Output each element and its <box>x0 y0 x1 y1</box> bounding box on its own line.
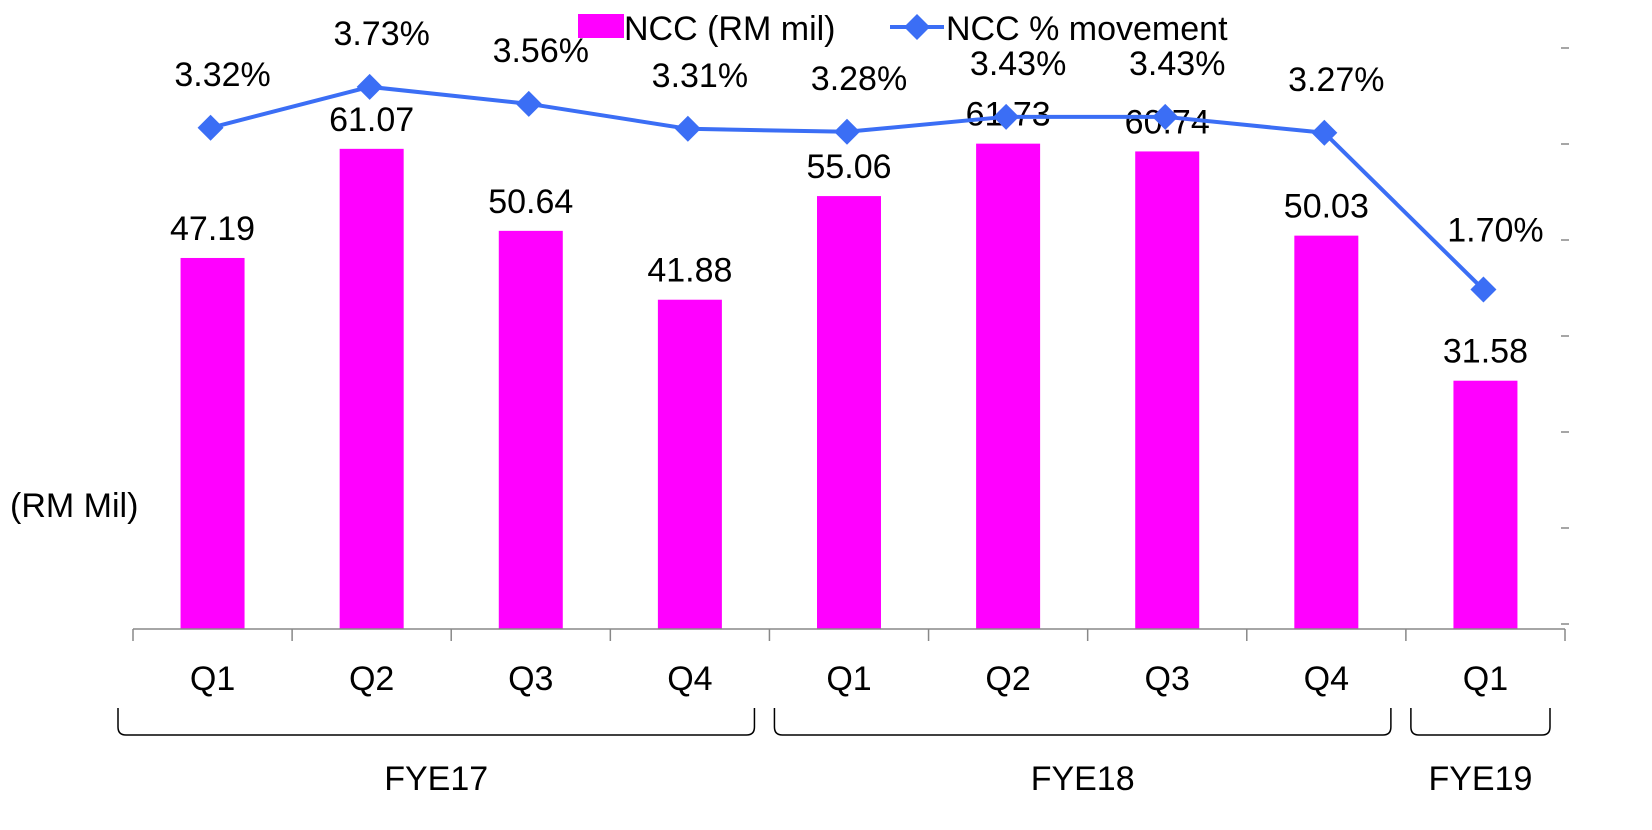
bar-label-0: 47.19 <box>170 210 255 248</box>
line-point-6 <box>1152 103 1179 130</box>
right-axis-ticks <box>1561 47 1569 625</box>
bar-0 <box>180 257 245 629</box>
bar-4 <box>817 196 881 629</box>
line-point-1 <box>356 73 383 100</box>
group-label-0: FYE17 <box>384 760 488 798</box>
bar-8 <box>1453 380 1518 629</box>
x-tick-label-4: Q1 <box>826 660 871 698</box>
bar-7 <box>1294 235 1359 629</box>
x-tick-label-5: Q2 <box>985 660 1030 698</box>
group-bracket-0 <box>117 708 756 736</box>
line-point-5 <box>993 103 1020 130</box>
line-point-4 <box>834 118 860 145</box>
line-label-8: 1.70% <box>1447 212 1543 250</box>
bar-label-8: 31.58 <box>1443 333 1528 371</box>
line-point-8 <box>1470 276 1497 303</box>
bar-label-3: 41.88 <box>647 252 732 290</box>
x-tick-label-1: Q2 <box>349 660 394 698</box>
category-groups: FYE17 FYE18 FYE19 <box>117 708 1551 798</box>
line-data-labels: 3.32% 3.73% 3.56% 3.31% 3.28% 3.43% 3.43% 3.27%… <box>174 15 1543 250</box>
x-axis-ticks <box>132 629 1566 641</box>
line-label-1: 3.73% <box>333 15 429 53</box>
line-point-7 <box>1311 119 1338 146</box>
bar-1 <box>339 148 404 629</box>
group-bracket-2 <box>1410 708 1551 736</box>
x-tick-label-7: Q4 <box>1304 660 1349 698</box>
line-point-0 <box>197 114 224 141</box>
bar-series <box>180 143 1518 629</box>
y-axis-label: (RM Mil) <box>10 487 138 525</box>
bar-label-1: 61.07 <box>329 101 414 139</box>
x-tick-label-2: Q3 <box>508 660 553 698</box>
line-label-4: 3.28% <box>811 60 907 98</box>
bar-label-4: 55.06 <box>806 148 891 186</box>
group-label-1: FYE18 <box>1031 760 1135 798</box>
bar-5 <box>976 143 1041 629</box>
line-label-5: 3.43% <box>970 45 1066 83</box>
line-label-7: 3.27% <box>1288 61 1384 99</box>
x-axis-tick-labels: Q1 Q2 Q3 Q4 Q1 Q2 Q3 Q4 Q1 <box>190 660 1508 698</box>
legend-label-line-series: NCC % movement <box>946 10 1228 48</box>
bar-6 <box>1135 151 1200 629</box>
bar-label-7: 50.03 <box>1284 188 1369 226</box>
line-label-3: 3.31% <box>652 57 748 95</box>
legend-swatch-diamond-icon <box>904 14 930 40</box>
group-bracket-1 <box>773 708 1392 736</box>
legend-swatch-bar <box>578 14 624 38</box>
x-tick-label-3: Q4 <box>667 660 712 698</box>
bar-label-2: 50.64 <box>488 183 573 221</box>
bar-2 <box>498 230 563 629</box>
x-tick-label-6: Q3 <box>1145 660 1190 698</box>
line-label-0: 3.32% <box>174 56 270 94</box>
bar-3 <box>657 299 722 629</box>
line-series <box>197 73 1497 303</box>
legend: NCC (RM mil) NCC % movement <box>578 10 1228 48</box>
legend-label-bar-series: NCC (RM mil) <box>624 10 836 48</box>
group-label-2: FYE19 <box>1428 760 1532 798</box>
line-label-2: 3.56% <box>493 32 589 70</box>
line-point-3 <box>674 115 701 142</box>
line-point-2 <box>515 90 542 117</box>
x-tick-label-0: Q1 <box>190 660 235 698</box>
x-tick-label-8: Q1 <box>1463 660 1508 698</box>
line-label-6: 3.43% <box>1129 45 1225 83</box>
